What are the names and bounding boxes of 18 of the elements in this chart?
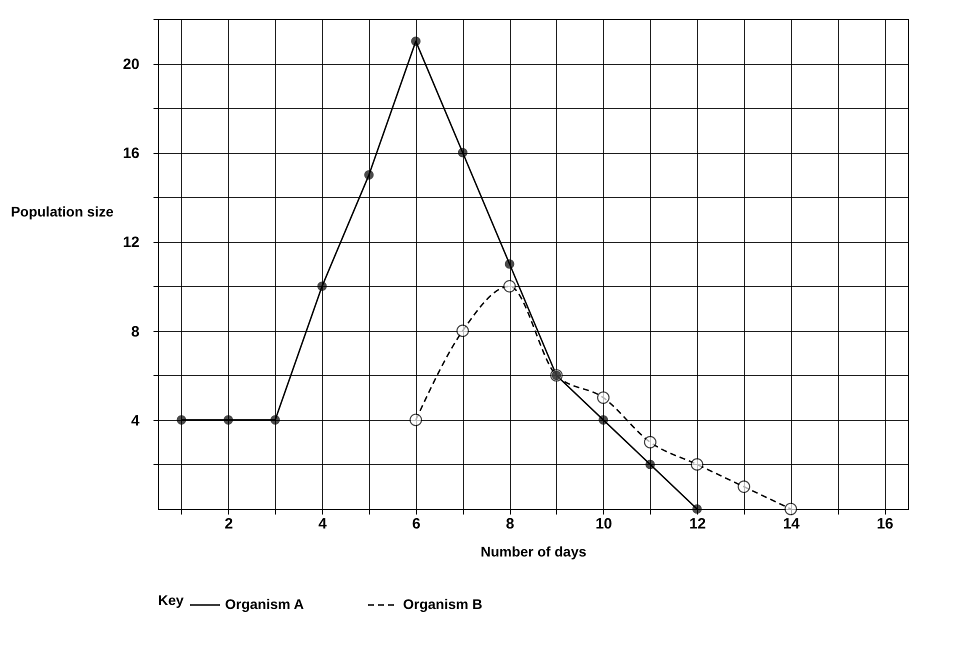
y-tick-label: 12 bbox=[122, 234, 140, 252]
y-tick-label: 20 bbox=[122, 56, 140, 74]
x-axis-title: Number of days bbox=[480, 544, 587, 560]
x-tick-label: 8 bbox=[506, 516, 514, 532]
x-tick-label: 4 bbox=[318, 516, 328, 532]
legend-label: Organism A bbox=[225, 596, 304, 612]
x-tick-label: 16 bbox=[876, 516, 894, 532]
x-tick-label: 2 bbox=[224, 516, 233, 532]
legend-title: Key bbox=[158, 592, 184, 608]
x-tick-label: 14 bbox=[782, 516, 800, 532]
y-tick-label: 4 bbox=[131, 412, 140, 430]
y-axis-title: Population size bbox=[10, 204, 114, 220]
x-tick-label: 6 bbox=[412, 516, 420, 532]
x-tick-label: 10 bbox=[595, 516, 612, 532]
legend-label: Organism B bbox=[403, 596, 482, 612]
x-tick-label: 12 bbox=[689, 516, 706, 532]
y-tick-label: 16 bbox=[122, 145, 140, 162]
y-tick-label: 8 bbox=[131, 323, 140, 340]
